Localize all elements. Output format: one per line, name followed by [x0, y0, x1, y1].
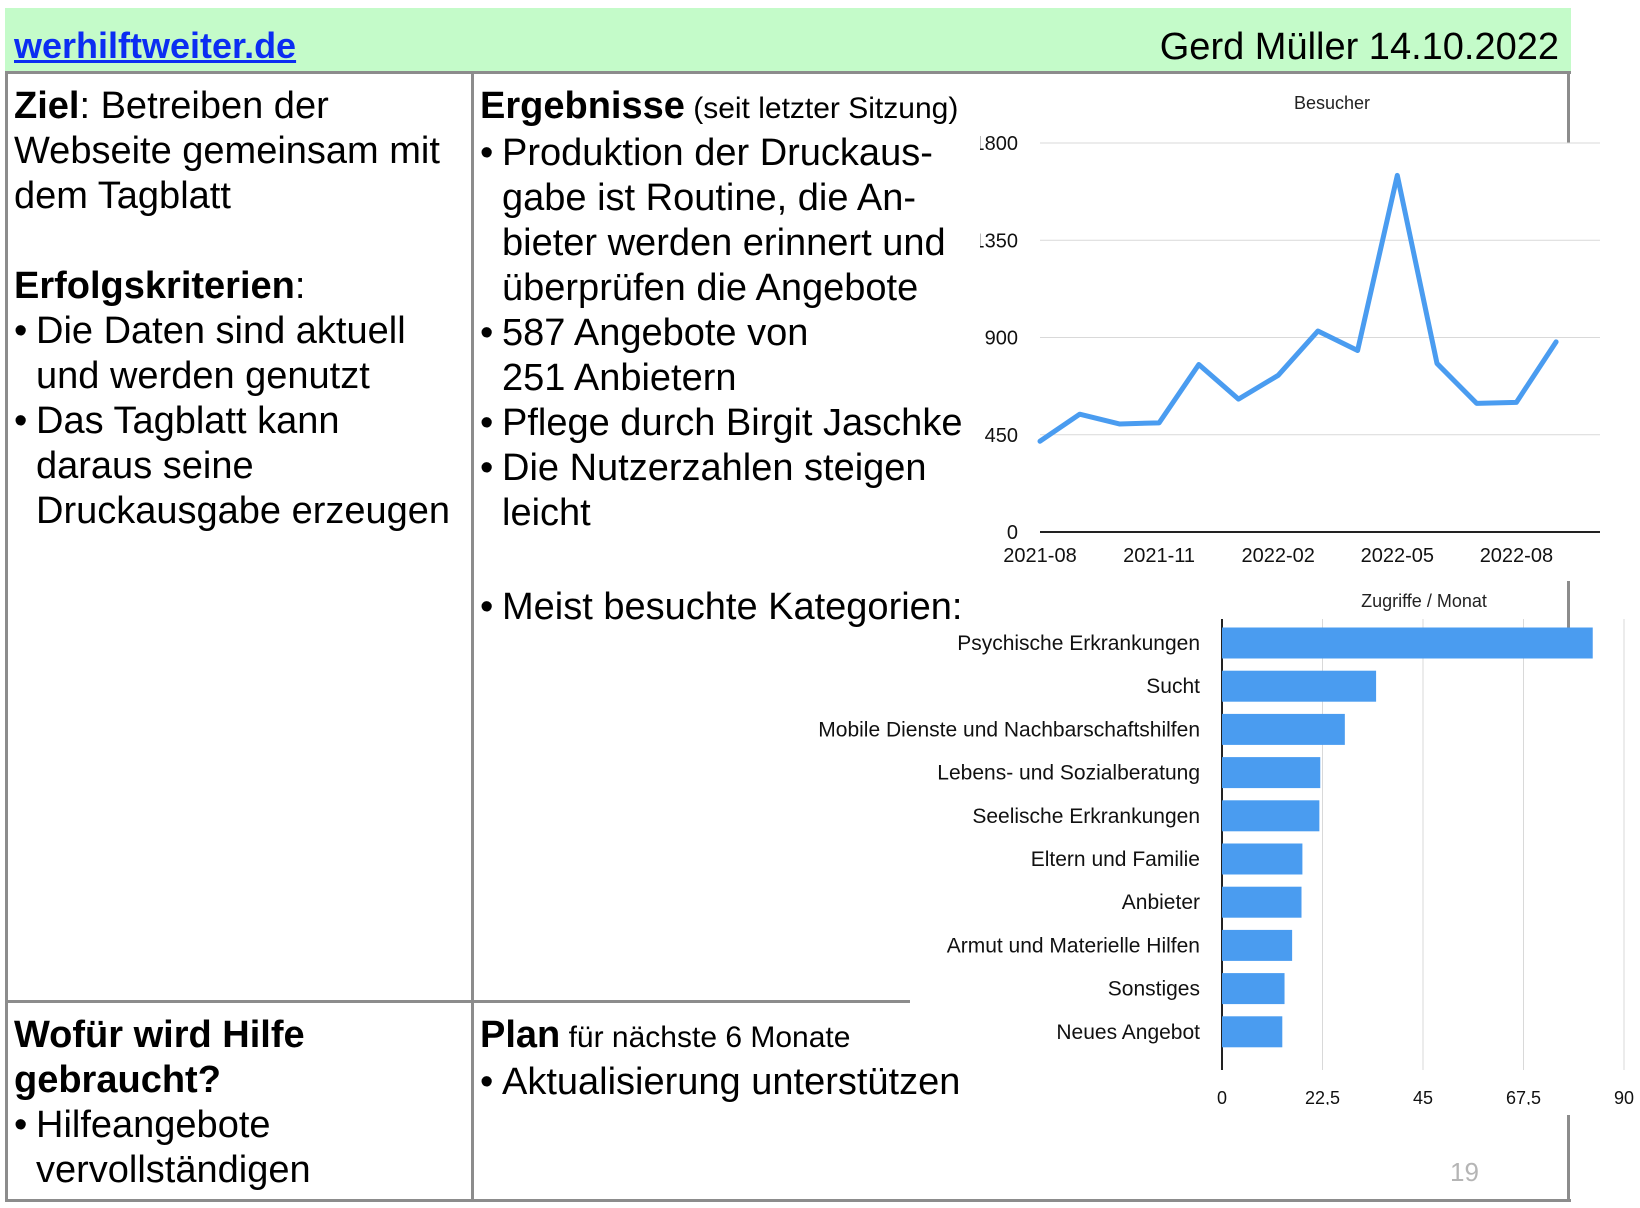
plan-item: Aktualisierung unterstützen	[480, 1060, 1000, 1105]
criteria-block: Erfolgskriterien: Die Daten sind aktuell…	[14, 264, 464, 534]
category-bar	[1222, 886, 1302, 918]
plan-block: Plan für nächste 6 Monate Aktualisierung…	[480, 1013, 1000, 1105]
category-label: Psychische Erkrankungen	[957, 632, 1200, 655]
help-block: Wofür wird Hilfe gebraucht? Hilfeangebot…	[14, 1013, 454, 1193]
categories-bar-chart: Zugriffe / Monat 0 22,5 45 67,5 90 Psychische …	[818, 591, 1634, 1105]
x-tick-label: 45	[1413, 1088, 1433, 1105]
criteria-list: Die Daten sind aktuell und werden genutz…	[14, 309, 464, 534]
plan-subheading: für nächste 6 Monate	[560, 1021, 851, 1054]
category-bar	[1222, 670, 1377, 702]
y-tick-label: 0	[1007, 522, 1018, 544]
x-tick-label: 2022-05	[1361, 545, 1434, 567]
y-tick-label: 1800	[980, 133, 1018, 155]
results-block: Ergebnisse (seit letzter Sitzung) Produk…	[480, 84, 980, 536]
author-date: Gerd Müller 14.10.2022	[1159, 26, 1559, 68]
help-list: Hilfeangebote vervollständigen	[14, 1103, 454, 1193]
categories-item: Meist besuchte Kategorien:	[480, 585, 980, 630]
results-item: 587 Angebote von 251 Anbietern	[480, 311, 822, 401]
visitors-line-chart: Besucher 0 450 900 1350 1800 2021-08 2021-11 202…	[980, 93, 1600, 567]
x-tick-label: 0	[1217, 1088, 1227, 1105]
category-bar	[1222, 713, 1345, 745]
x-tick-label: 2022-08	[1480, 545, 1553, 567]
plan-heading: Plan	[480, 1014, 561, 1056]
results-list: Produktion der Druckaus-gabe ist Routine…	[480, 131, 980, 536]
plan-list: Aktualisierung unterstützen	[480, 1060, 1000, 1105]
top-border	[5, 71, 1571, 74]
goal-label: Ziel	[14, 85, 80, 127]
category-bar	[1222, 843, 1303, 875]
column-divider	[471, 71, 474, 1202]
category-label: Armut und Materielle Hilfen	[947, 934, 1200, 957]
category-label: Sucht	[1146, 675, 1200, 698]
x-tick-label: 67,5	[1506, 1088, 1541, 1105]
help-heading: Wofür wird Hilfe gebraucht?	[14, 1014, 305, 1101]
results-item: Produktion der Druckaus-gabe ist Routine…	[480, 131, 967, 311]
x-tick-label: 2021-11	[1123, 545, 1195, 567]
results-item: Pflege durch Birgit Jaschke	[480, 401, 980, 446]
right-border-low	[1567, 1115, 1570, 1202]
x-tick-label: 2021-08	[1003, 545, 1076, 567]
site-link[interactable]: werhilftweiter.de	[14, 25, 297, 66]
category-label: Neues Angebot	[1056, 1021, 1200, 1044]
category-bar	[1222, 973, 1285, 1005]
chart-title: Besucher	[1294, 93, 1370, 113]
category-label: Lebens- und Sozialberatung	[937, 762, 1200, 785]
criteria-colon: :	[294, 265, 306, 307]
y-tick-label: 1350	[980, 230, 1018, 252]
category-label: Seelische Erkrankungen	[972, 805, 1200, 828]
page-number: 19	[1450, 1157, 1479, 1187]
category-bar	[1222, 627, 1593, 659]
category-label: Anbieter	[1122, 891, 1200, 914]
visitors-series-line	[1037, 172, 1559, 444]
criteria-item: Das Tagblatt kann daraus seine Druckausg…	[14, 399, 464, 534]
criteria-heading: Erfolgskriterien	[14, 265, 295, 307]
category-label: Sonstiges	[1108, 978, 1200, 1001]
categories-label-block: Meist besuchte Kategorien:	[480, 585, 980, 630]
results-subheading: (seit letzter Sitzung)	[684, 92, 959, 125]
category-label: Mobile Dienste und Nachbarschaftshilfen	[818, 718, 1200, 741]
x-tick-label: 2022-02	[1241, 545, 1314, 567]
right-border	[1567, 71, 1570, 143]
category-bar	[1222, 757, 1321, 789]
help-item: Hilfeangebote vervollständigen	[14, 1103, 336, 1193]
y-tick-label: 450	[985, 425, 1018, 447]
category-bar	[1222, 929, 1293, 961]
criteria-item: Die Daten sind aktuell und werden genutz…	[14, 309, 464, 399]
x-tick-label: 90	[1614, 1088, 1634, 1105]
y-tick-label: 900	[985, 328, 1018, 350]
chart-title: Zugriffe / Monat	[1361, 591, 1487, 611]
category-bar	[1222, 800, 1320, 832]
bottom-border	[5, 1199, 1571, 1202]
category-bar	[1222, 1016, 1283, 1048]
row-divider	[5, 1000, 910, 1003]
results-heading: Ergebnisse	[480, 85, 685, 127]
header-band: werhilftweiter.de Gerd Müller 14.10.2022	[5, 8, 1571, 71]
right-border-mid	[1567, 581, 1570, 631]
left-border	[5, 71, 8, 1202]
category-label: Eltern und Familie	[1031, 848, 1200, 871]
goal-text: : Betreiben der Webseite gemeinsam mit d…	[14, 85, 440, 217]
results-item: Die Nutzerzahlen steigen leicht	[480, 446, 952, 536]
x-tick-label: 22,5	[1305, 1088, 1340, 1105]
goal-block: Ziel: Betreiben der Webseite gemeinsam m…	[14, 84, 464, 219]
